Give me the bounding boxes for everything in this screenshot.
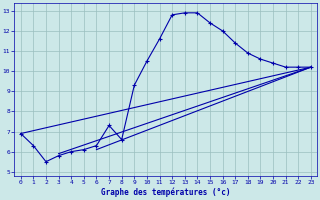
X-axis label: Graphe des températures (°c): Graphe des températures (°c) [101,188,231,197]
